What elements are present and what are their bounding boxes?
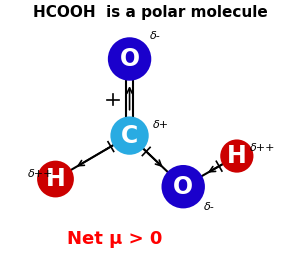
Text: δ++: δ++ xyxy=(250,143,275,153)
Circle shape xyxy=(108,37,151,81)
Text: H: H xyxy=(227,144,247,168)
Text: δ+: δ+ xyxy=(153,120,169,130)
Circle shape xyxy=(220,139,254,173)
Text: δ-: δ- xyxy=(204,202,214,212)
Text: HCOOH  is a polar molecule: HCOOH is a polar molecule xyxy=(33,5,267,20)
Circle shape xyxy=(161,165,205,209)
Circle shape xyxy=(37,161,74,197)
Text: H: H xyxy=(46,167,65,191)
Circle shape xyxy=(110,116,149,155)
Text: δ-: δ- xyxy=(150,31,161,41)
Text: O: O xyxy=(173,175,193,199)
Text: C: C xyxy=(121,124,138,148)
Text: O: O xyxy=(119,47,140,71)
Text: δ++: δ++ xyxy=(27,169,53,179)
Text: Net μ > 0: Net μ > 0 xyxy=(67,230,162,248)
